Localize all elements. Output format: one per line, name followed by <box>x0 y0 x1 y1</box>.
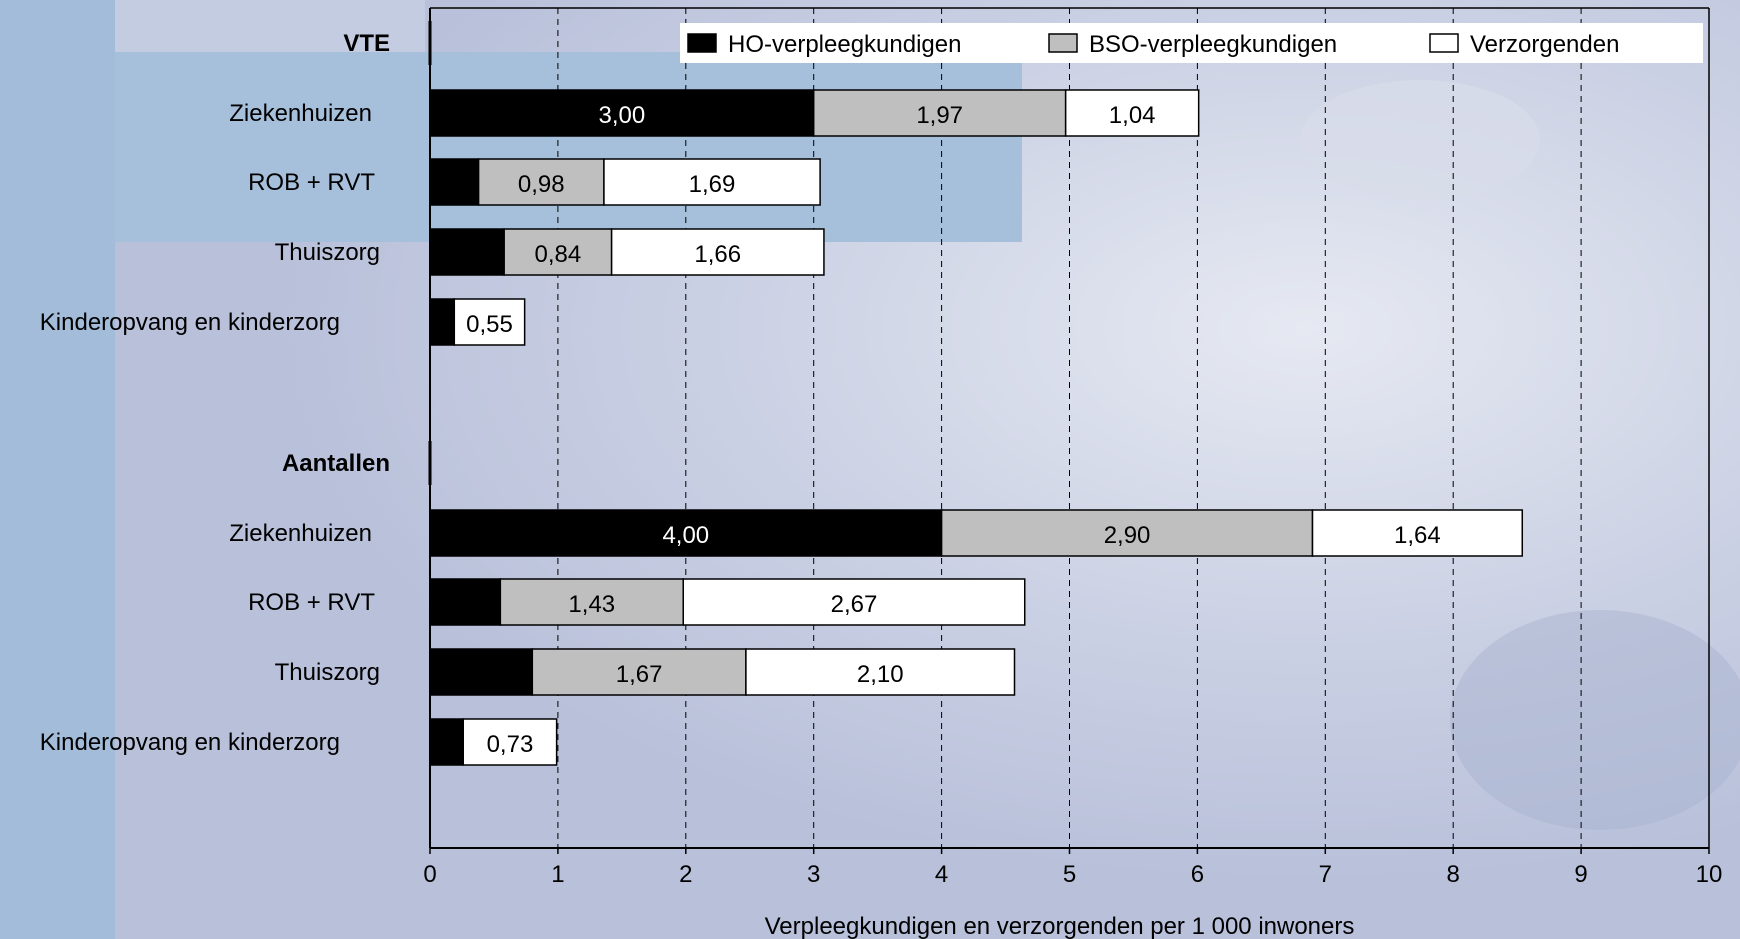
category-label: Thuiszorg <box>275 659 380 686</box>
bar-segment <box>503 228 613 276</box>
data-label: 0,73 <box>487 731 534 758</box>
x-tick-label: 0 <box>423 861 436 888</box>
bar-segment <box>812 89 1067 137</box>
data-label: 2,67 <box>831 591 878 618</box>
legend-label: BSO-verpleegkundigen <box>1089 31 1337 58</box>
bar-segment <box>429 509 943 557</box>
bar-segment <box>462 718 558 766</box>
bar-segment <box>429 298 456 346</box>
bar-segment <box>940 509 1314 557</box>
legend-label: HO-verpleegkundigen <box>728 31 961 58</box>
legend-swatch <box>1429 33 1459 53</box>
data-label: 1,66 <box>694 241 741 268</box>
bar-segment <box>453 298 526 346</box>
bar-segment <box>1311 509 1524 557</box>
data-label: 2,90 <box>1104 522 1151 549</box>
bar-segment <box>429 718 465 766</box>
x-tick-label: 1 <box>551 861 564 888</box>
x-tick-label: 3 <box>807 861 820 888</box>
group-label: Aantallen <box>282 450 390 477</box>
category-label: Kinderopvang en kinderzorg <box>40 309 340 336</box>
category-label: ROB + RVT <box>248 589 375 616</box>
data-label: 0,98 <box>518 171 565 198</box>
bar-segment <box>429 648 534 696</box>
bar-segment <box>682 578 1026 626</box>
legend-swatch <box>687 33 717 53</box>
category-label: Ziekenhuizen <box>229 520 372 547</box>
bar-segment <box>603 158 821 206</box>
x-tick-label: 5 <box>1063 861 1076 888</box>
category-label: ROB + RVT <box>248 169 375 196</box>
group-label: VTE <box>343 30 390 57</box>
bar-segment <box>1064 89 1200 137</box>
x-tick-label: 10 <box>1696 861 1723 888</box>
category-label: Thuiszorg <box>275 239 380 266</box>
x-tick-label: 8 <box>1447 861 1460 888</box>
data-label: 1,43 <box>568 591 615 618</box>
data-label: 1,97 <box>916 102 963 129</box>
bar-segment <box>499 578 684 626</box>
data-label: 1,64 <box>1394 522 1441 549</box>
bar-segment <box>429 158 480 206</box>
bar-segment <box>429 228 505 276</box>
bar-segment <box>429 578 502 626</box>
data-label: 1,67 <box>616 661 663 688</box>
legend-swatch <box>1048 33 1078 53</box>
category-label: Kinderopvang en kinderzorg <box>40 729 340 756</box>
data-label: 3,00 <box>598 102 645 129</box>
x-tick-label: 7 <box>1319 861 1332 888</box>
x-tick-label: 6 <box>1191 861 1204 888</box>
category-label: Ziekenhuizen <box>229 100 372 127</box>
data-label: 1,04 <box>1109 102 1156 129</box>
x-tick-label: 2 <box>679 861 692 888</box>
bar-segment <box>477 158 605 206</box>
x-tick-label: 9 <box>1574 861 1587 888</box>
data-label: 4,00 <box>662 522 709 549</box>
legend-box <box>680 23 1703 63</box>
data-label: 0,55 <box>466 311 513 338</box>
bar-segment <box>745 648 1016 696</box>
data-label: 1,69 <box>689 171 736 198</box>
legend-label: Verzorgenden <box>1470 31 1619 58</box>
data-label: 2,10 <box>857 661 904 688</box>
x-axis-label: Verpleegkundigen en verzorgenden per 1 0… <box>765 913 1355 939</box>
bar-segment <box>610 228 825 276</box>
data-label: 0,84 <box>535 241 582 268</box>
x-tick-label: 4 <box>935 861 948 888</box>
bar-segment <box>429 89 815 137</box>
